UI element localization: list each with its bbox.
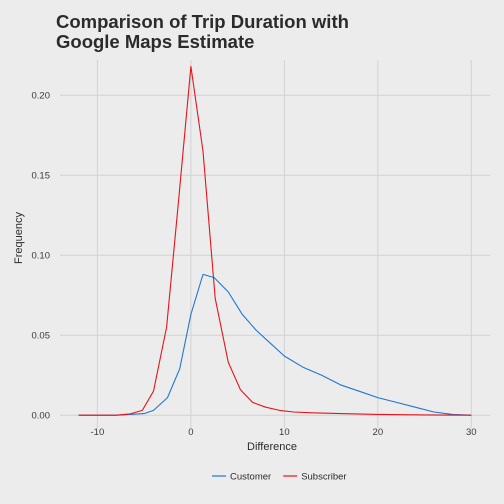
series-lines (78, 65, 472, 416)
legend-label-customer: Customer (230, 472, 271, 483)
legend: Customer Subscriber (212, 472, 347, 483)
series-line-subscriber (78, 65, 472, 416)
chart-title-line-2: Google Maps Estimate (56, 31, 254, 52)
x-tick-label: 0 (188, 427, 193, 438)
x-tick-label: 10 (279, 427, 290, 438)
x-tick-label: -10 (91, 427, 105, 438)
y-tick-label: 0.05 (32, 331, 51, 342)
grid (60, 60, 490, 428)
x-tick-label: 20 (373, 427, 384, 438)
y-tick-label: 0.20 (32, 91, 51, 102)
x-axis-label: Difference (247, 441, 297, 453)
y-tick-label: 0.10 (32, 251, 51, 262)
legend-label-subscriber: Subscriber (301, 472, 346, 483)
y-tick-label: 0.15 (32, 171, 51, 182)
tick-labels: 0.00 0.05 0.10 0.15 0.20 -10 0 10 20 30 (32, 91, 477, 438)
y-axis-label: Frequency (13, 212, 25, 264)
x-tick-label: 30 (466, 427, 477, 438)
y-tick-label: 0.00 (32, 411, 51, 422)
chart-title-line-1: Comparison of Trip Duration with (56, 11, 349, 32)
series-line-customer (78, 273, 472, 416)
